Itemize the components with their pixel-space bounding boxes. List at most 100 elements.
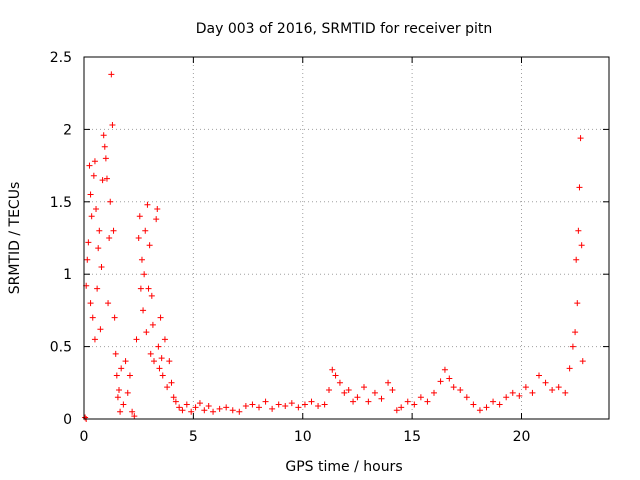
- data-point: [148, 292, 155, 299]
- data-point: [393, 407, 400, 414]
- data-point: [577, 135, 584, 142]
- data-point: [490, 398, 497, 405]
- data-point: [354, 394, 361, 401]
- data-point: [122, 358, 129, 365]
- data-point: [140, 307, 147, 314]
- data-point: [145, 285, 152, 292]
- data-point: [424, 398, 431, 405]
- data-point: [275, 401, 282, 408]
- data-point: [126, 372, 133, 379]
- data-point: [101, 143, 108, 150]
- data-point: [84, 256, 91, 263]
- data-point: [516, 392, 523, 399]
- data-point: [98, 263, 105, 270]
- data-point: [93, 206, 100, 213]
- data-point: [389, 387, 396, 394]
- data-point: [87, 191, 94, 198]
- data-point: [136, 213, 143, 220]
- data-point: [110, 227, 117, 234]
- data-point: [144, 201, 151, 208]
- data-point: [572, 329, 579, 336]
- data-point: [262, 398, 269, 405]
- data-point: [446, 375, 453, 382]
- x-tick-label: 15: [403, 429, 421, 445]
- data-point: [575, 227, 582, 234]
- data-point: [483, 404, 490, 411]
- data-point: [236, 408, 243, 415]
- data-point: [256, 404, 262, 411]
- data-point: [86, 162, 93, 169]
- data-point: [332, 372, 339, 379]
- data-point: [345, 387, 352, 394]
- data-point: [112, 350, 119, 357]
- data-point: [159, 372, 166, 379]
- data-point: [341, 389, 348, 396]
- chart-title: Day 003 of 2016, SRMTID for receiver pit…: [196, 21, 493, 37]
- data-point: [116, 387, 122, 394]
- data-point: [103, 175, 110, 182]
- data-point: [301, 401, 308, 408]
- data-point: [179, 407, 186, 414]
- data-point: [131, 413, 138, 420]
- y-tick-label: 0.5: [50, 340, 72, 356]
- data-point: [350, 398, 357, 405]
- data-point: [542, 379, 549, 386]
- data-point: [154, 206, 161, 213]
- data-point: [450, 384, 457, 391]
- data-point: [201, 407, 208, 414]
- data-point: [156, 365, 163, 372]
- data-point: [89, 314, 96, 321]
- data-point: [147, 350, 154, 357]
- data-point: [95, 245, 102, 252]
- data-point: [120, 401, 127, 408]
- data-point: [529, 389, 536, 396]
- data-point: [365, 398, 372, 405]
- data-point: [308, 398, 315, 405]
- data-point: [85, 239, 92, 246]
- data-point: [336, 379, 343, 386]
- data-point: [282, 402, 289, 409]
- data-point: [91, 158, 98, 165]
- data-point: [315, 402, 322, 409]
- data-point: [88, 213, 95, 220]
- data-point: [137, 285, 144, 292]
- data-point: [124, 389, 131, 396]
- data-point: [509, 389, 516, 396]
- data-point: [97, 326, 104, 333]
- data-point: [105, 300, 112, 307]
- y-tick-label: 0: [63, 412, 72, 428]
- data-point: [155, 343, 162, 350]
- data-point: [158, 355, 165, 362]
- data-point: [441, 366, 448, 373]
- data-point: [188, 408, 195, 415]
- data-point: [361, 384, 367, 391]
- data-point: [503, 394, 510, 401]
- data-point: [153, 216, 160, 223]
- data-point: [431, 389, 437, 396]
- data-point: [562, 389, 569, 396]
- data-point: [463, 394, 470, 401]
- data-point: [329, 366, 336, 373]
- data-point: [170, 394, 177, 401]
- x-axis-label: GPS time / hours: [285, 459, 402, 475]
- data-point: [269, 405, 276, 412]
- data-point: [129, 408, 136, 415]
- data-point: [111, 314, 118, 321]
- data-point: [138, 256, 145, 263]
- data-point: [470, 401, 477, 408]
- data-point: [578, 242, 585, 249]
- data-point: [288, 400, 295, 407]
- data-point: [168, 379, 175, 386]
- data-point: [404, 398, 411, 405]
- data-point: [149, 321, 156, 328]
- data-point: [229, 407, 236, 414]
- data-point: [569, 343, 576, 350]
- y-tick-label: 2: [63, 122, 72, 138]
- data-point: [82, 414, 89, 421]
- y-tick-label: 1: [63, 267, 72, 283]
- data-point: [114, 394, 121, 401]
- x-tick-label: 10: [294, 429, 312, 445]
- data-point: [102, 155, 109, 162]
- data-point: [96, 227, 103, 234]
